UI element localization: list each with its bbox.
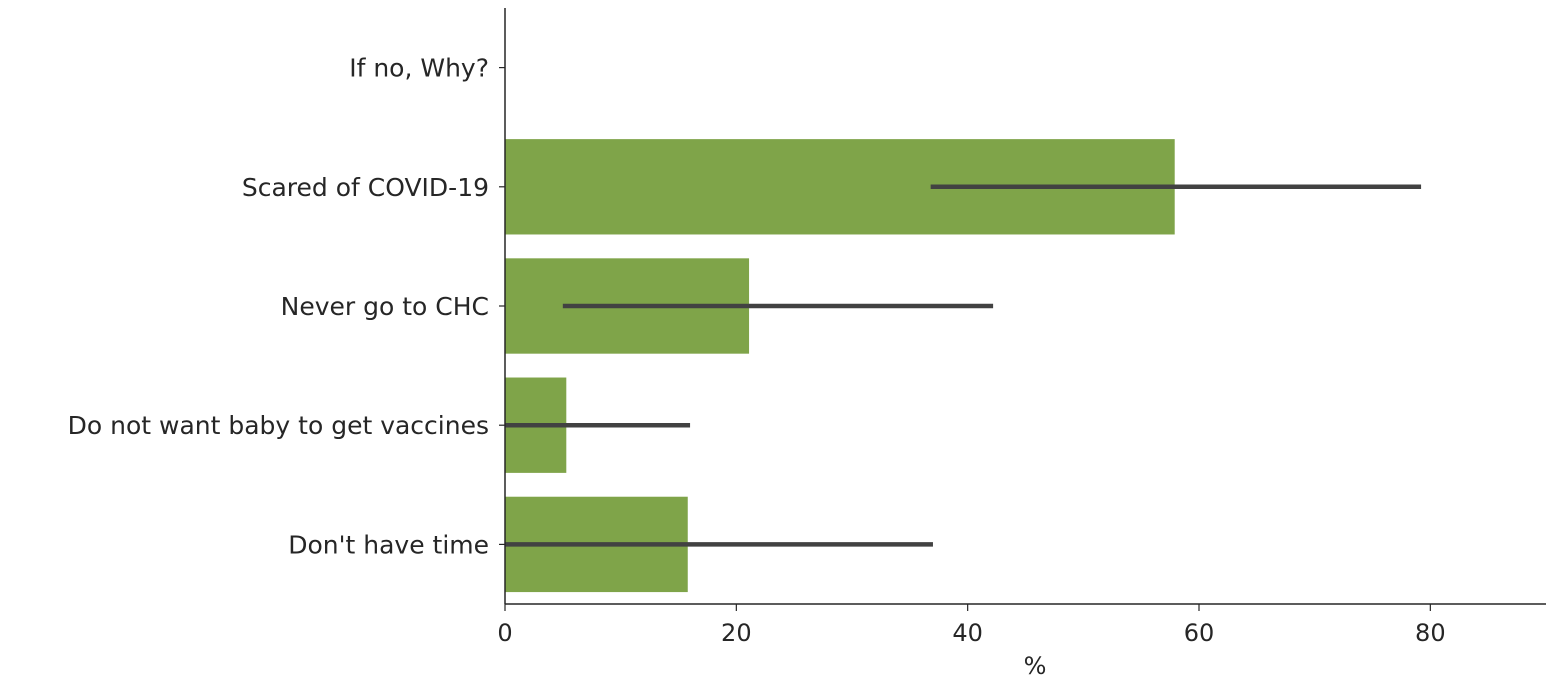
x-ticks: 0 20 40 60 80: [497, 604, 1446, 647]
x-tick-label: 0: [497, 619, 512, 647]
x-tick-label: 60: [1184, 619, 1215, 647]
category-label: Scared of COVID-19: [242, 173, 489, 202]
x-tick-label: 80: [1415, 619, 1446, 647]
category-label: If no, Why?: [349, 54, 489, 83]
bars-layer: [505, 139, 1175, 593]
x-axis-title: %: [1024, 652, 1047, 677]
x-tick-label: 20: [721, 619, 752, 647]
category-label: Do not want baby to get vaccines: [68, 411, 489, 440]
category-label: Don't have time: [288, 530, 489, 559]
category-labels: If no, Why? Scared of COVID-19 Never go to…: [68, 54, 505, 559]
x-tick-label: 40: [952, 619, 983, 647]
category-label: Never go to CHC: [281, 292, 489, 321]
error-bars-layer: [505, 184, 1422, 547]
